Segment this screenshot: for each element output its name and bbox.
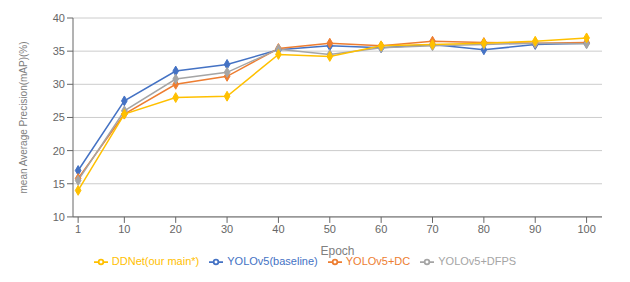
html-text:YOLOv5+DC: YOLOv5+DC — [345, 254, 411, 267]
svg-text:Epoch: Epoch — [320, 244, 354, 258]
svg-text:35: 35 — [53, 45, 65, 57]
svg-text:40: 40 — [53, 12, 65, 24]
html-text:YOLOv5(baseline): YOLOv5(baseline) — [227, 254, 318, 267]
svg-text:30: 30 — [53, 78, 65, 90]
svg-text:15: 15 — [53, 178, 65, 190]
svg-text:1: 1 — [75, 223, 81, 235]
svg-text:100: 100 — [577, 223, 595, 235]
svg-text:30: 30 — [221, 223, 233, 235]
svg-text:10: 10 — [118, 223, 130, 235]
svg-text:50: 50 — [324, 223, 336, 235]
svg-text:10: 10 — [53, 211, 65, 223]
svg-text:20: 20 — [170, 223, 182, 235]
html-text:YOLOv5+DFPS: YOLOv5+DFPS — [438, 254, 517, 267]
svg-text:25: 25 — [53, 111, 65, 123]
svg-text:70: 70 — [426, 223, 438, 235]
svg-text:80: 80 — [478, 223, 490, 235]
svg-text:mean Average Precision(mAP)(%): mean Average Precision(mAP)(%) — [18, 41, 29, 193]
svg-text:20: 20 — [53, 145, 65, 157]
svg-text:60: 60 — [375, 223, 387, 235]
svg-text:90: 90 — [529, 223, 541, 235]
svg-text:40: 40 — [272, 223, 284, 235]
html-text:DDNet(our main*): DDNet(our main*) — [111, 254, 200, 267]
